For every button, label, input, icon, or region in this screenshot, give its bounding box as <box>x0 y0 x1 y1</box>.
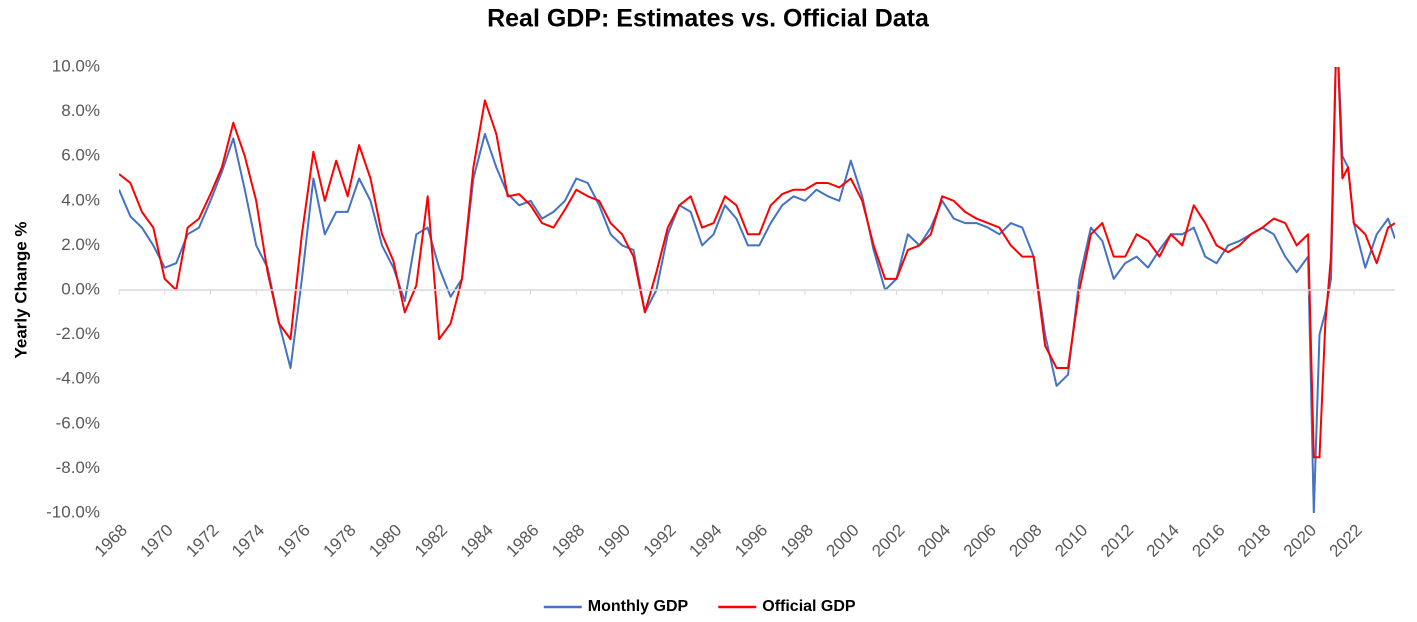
series-line <box>119 67 1395 513</box>
x-tick-label: 2022 <box>1326 521 1366 561</box>
x-tick-label: 2002 <box>868 521 908 561</box>
x-tick-label: 1996 <box>731 521 771 561</box>
x-tick-label: 1982 <box>411 521 451 561</box>
x-tick-label: 1970 <box>137 521 177 561</box>
y-tick-label: 2.0% <box>61 235 100 254</box>
series-line <box>119 67 1395 459</box>
x-tick-label: 1968 <box>91 521 131 561</box>
y-axis-label: Yearly Change % <box>11 221 30 358</box>
x-tick-label: 1974 <box>228 521 268 561</box>
y-tick-label: 10.0% <box>52 56 100 75</box>
x-tick-label: 1978 <box>319 521 359 561</box>
x-tick-label: 1980 <box>365 521 405 561</box>
x-tick-label: 1972 <box>182 521 222 561</box>
x-tick-label: 2010 <box>1051 521 1091 561</box>
x-tick-label: 2016 <box>1188 521 1228 561</box>
x-tick-label: 1994 <box>685 521 725 561</box>
y-tick-label: 8.0% <box>61 101 100 120</box>
y-tick-label: 6.0% <box>61 146 100 165</box>
x-tick-label: 2006 <box>960 521 1000 561</box>
y-tick-label: 4.0% <box>61 190 100 209</box>
y-tick-label: -2.0% <box>56 324 100 343</box>
y-tick-label: -4.0% <box>56 369 100 388</box>
y-tick-label: 0.0% <box>61 279 100 298</box>
legend-label: Official GDP <box>762 598 856 615</box>
x-tick-label: 1988 <box>548 521 588 561</box>
legend-label: Monthly GDP <box>588 598 689 615</box>
y-tick-label: -6.0% <box>56 413 100 432</box>
x-tick-label: 1976 <box>274 521 314 561</box>
x-tick-label: 1990 <box>594 521 634 561</box>
x-tick-label: 2014 <box>1143 521 1183 561</box>
x-tick-label: 2020 <box>1280 521 1320 561</box>
y-tick-label: -10.0% <box>46 502 100 521</box>
x-tick-label: 2008 <box>1006 521 1046 561</box>
x-tick-label: 2012 <box>1097 521 1137 561</box>
x-tick-label: 1986 <box>502 521 542 561</box>
y-tick-label: -8.0% <box>56 458 100 477</box>
x-tick-label: 1998 <box>777 521 817 561</box>
chart-title: Real GDP: Estimates vs. Official Data <box>487 5 930 33</box>
plot-area <box>119 67 1395 513</box>
x-tick-label: 2004 <box>914 521 954 561</box>
x-tick-label: 2000 <box>823 521 863 561</box>
x-tick-label: 1984 <box>457 521 497 561</box>
x-tick-label: 2018 <box>1234 521 1274 561</box>
x-tick-label: 1992 <box>640 521 680 561</box>
